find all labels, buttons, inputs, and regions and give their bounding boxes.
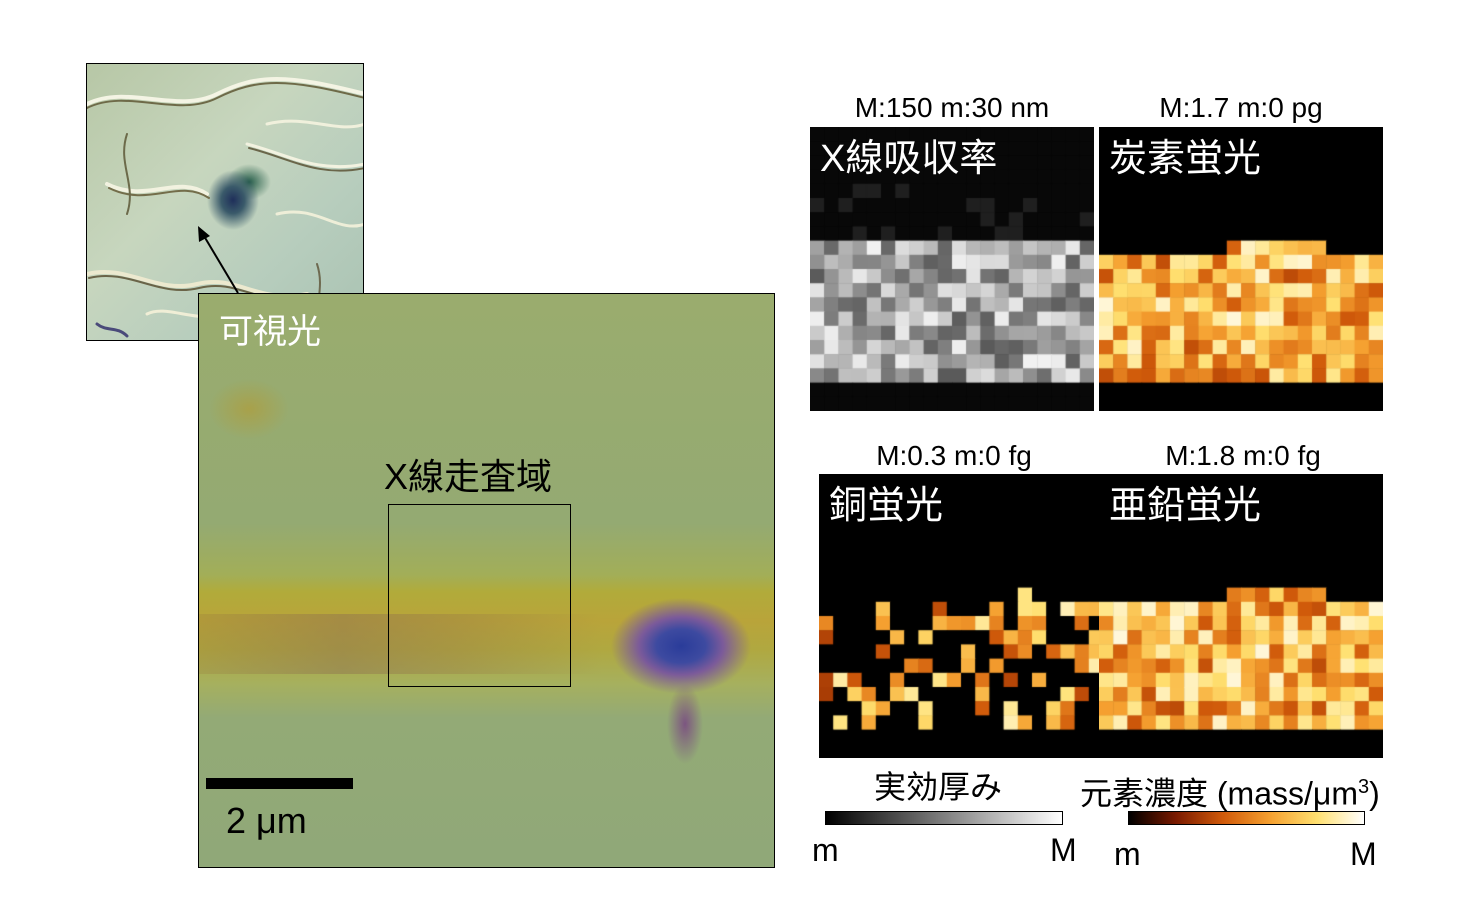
absorption-map-label: X線吸収率: [820, 138, 998, 180]
carbon-map-pixels: [1099, 127, 1383, 411]
heat-colorbar-min: m: [1114, 836, 1141, 872]
scale-bar-label: 2 μm: [226, 800, 307, 841]
inset-texture: [87, 77, 363, 340]
zinc-range-label: M:1.8 m:0 fg: [1165, 440, 1321, 471]
scan-region-label: X線走査域: [384, 456, 553, 497]
heat-colorbar-title-prefix: 元素濃度 (mass/μm: [1080, 775, 1358, 812]
heat-colorbar-max: M: [1350, 836, 1377, 872]
gray-colorbar-title: 実効厚み: [874, 769, 1003, 805]
gray-colorbar: [825, 811, 1063, 825]
zinc-map: 亜鉛蛍光: [1099, 474, 1383, 758]
heat-colorbar-title-suffix: ): [1369, 775, 1380, 812]
heat-colorbar: [1128, 811, 1365, 825]
copper-map: 銅蛍光: [819, 474, 1103, 758]
absorption-map-pixels: [810, 127, 1094, 411]
visible-light-image: 可視光: [198, 293, 775, 868]
fiber-band: [199, 614, 774, 674]
zinc-map-pixels: [1099, 474, 1383, 758]
zinc-map-label: 亜鉛蛍光: [1109, 485, 1262, 527]
copper-range-label: M:0.3 m:0 fg: [876, 440, 1032, 471]
absorption-range-label: M:150 m:30 nm: [854, 92, 1050, 123]
scale-bar: [206, 778, 353, 789]
heat-colorbar-title: 元素濃度 (mass/μm3): [1080, 768, 1380, 813]
carbon-map-label: 炭素蛍光: [1109, 138, 1262, 180]
copper-map-pixels: [819, 474, 1103, 758]
heat-colorbar-title-sup: 3: [1358, 776, 1370, 798]
visible-light-label: 可視光: [219, 313, 321, 351]
copper-map-label: 銅蛍光: [829, 485, 944, 527]
gray-colorbar-max: M: [1050, 832, 1077, 868]
carbon-map: 炭素蛍光: [1099, 127, 1383, 411]
absorption-map: X線吸収率: [810, 127, 1094, 411]
carbon-range-label: M:1.7 m:0 pg: [1159, 92, 1323, 123]
gray-colorbar-min: m: [812, 832, 839, 868]
scan-region-box: [388, 504, 571, 687]
